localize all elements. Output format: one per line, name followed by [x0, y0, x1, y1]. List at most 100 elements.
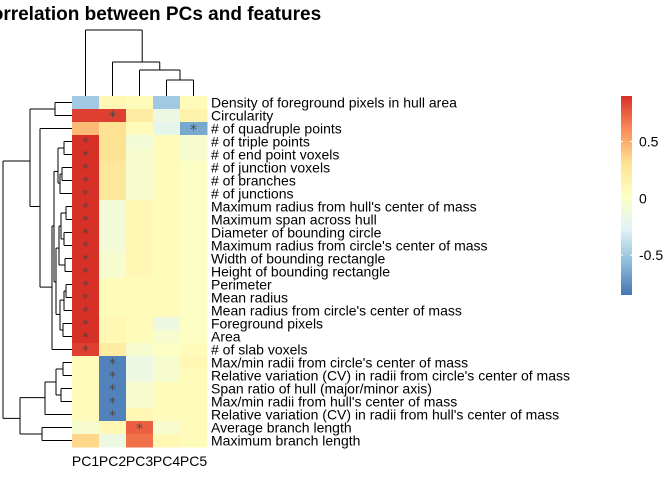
legend-color-bar — [621, 96, 632, 295]
row-label: Maximum radius from hull's center of mas… — [211, 199, 477, 215]
legend-tick-label: 0 — [639, 190, 647, 206]
heatmap-cell — [180, 382, 208, 396]
heatmap-cell — [126, 161, 154, 175]
heatmap-cell — [99, 109, 127, 123]
heatmap-cell — [126, 382, 154, 396]
column-label: PC5 — [180, 453, 207, 469]
heatmap-cell — [126, 187, 154, 201]
heatmap-cell — [180, 200, 208, 214]
row-label: Max/min radii from circle's center of ma… — [211, 355, 468, 371]
heatmap-cell — [99, 135, 127, 149]
significance-star: * — [190, 123, 197, 139]
heatmap-cell — [153, 96, 181, 110]
heatmap-cell — [126, 343, 154, 357]
heatmap-cell — [99, 330, 127, 344]
heatmap-cell — [180, 122, 208, 136]
heatmap-cell — [180, 265, 208, 279]
heatmap-cell — [153, 239, 181, 253]
significance-star: * — [82, 214, 89, 230]
heatmap-cell — [126, 96, 154, 110]
heatmap-cell — [99, 408, 127, 422]
heatmap-cell — [99, 421, 127, 435]
heatmap-cell — [180, 343, 208, 357]
heatmap-cell — [126, 330, 154, 344]
heatmap-cell — [180, 135, 208, 149]
row-label: Area — [211, 329, 241, 345]
heatmap-cell — [72, 291, 100, 305]
significance-markers: ************************* — [82, 110, 197, 438]
heatmap-cell — [126, 408, 154, 422]
heatmap-cell — [153, 109, 181, 123]
heatmap-cell — [153, 200, 181, 214]
heatmap-cell — [153, 148, 181, 162]
heatmap-cell — [126, 317, 154, 331]
heatmap-cell — [99, 252, 127, 266]
heatmap-cell — [72, 408, 100, 422]
significance-star: * — [82, 331, 89, 347]
significance-star: * — [109, 409, 116, 425]
heatmap-cell — [99, 200, 127, 214]
row-label: Foreground pixels — [211, 316, 323, 332]
heatmap-cell — [153, 187, 181, 201]
significance-star: * — [109, 396, 116, 412]
column-dendrogram — [85, 29, 194, 96]
row-label: Relative variation (CV) in radii from ci… — [211, 368, 570, 384]
heatmap-cell — [180, 226, 208, 240]
column-label: PC1 — [72, 453, 99, 469]
heatmap-cell — [99, 239, 127, 253]
significance-star: * — [82, 318, 89, 334]
heatmap-cell — [180, 278, 208, 292]
heatmap-cell — [153, 278, 181, 292]
heatmap-cell — [72, 330, 100, 344]
significance-star: * — [82, 240, 89, 256]
heatmap-cell — [72, 226, 100, 240]
heatmap-cell — [72, 395, 100, 409]
heatmap-cell — [72, 343, 100, 357]
row-labels: Density of foreground pixels in hull are… — [211, 95, 570, 449]
heatmap-cell — [99, 356, 127, 370]
heatmap-cell — [180, 252, 208, 266]
heatmap-cell — [180, 187, 208, 201]
significance-star: * — [82, 266, 89, 282]
heatmap-cell — [99, 213, 127, 227]
heatmap-cell — [180, 174, 208, 188]
heatmap-cell — [72, 252, 100, 266]
significance-star: * — [109, 110, 116, 126]
heatmap-cell — [180, 239, 208, 253]
heatmap-cell — [72, 148, 100, 162]
heatmap-cell — [180, 408, 208, 422]
significance-star: * — [82, 175, 89, 191]
heatmap-cell — [72, 382, 100, 396]
column-label: PC2 — [99, 453, 126, 469]
heatmap-cell — [99, 434, 127, 448]
heatmap-cell — [180, 96, 208, 110]
heatmap-cell — [153, 226, 181, 240]
heatmap-cell — [72, 369, 100, 383]
heatmap-cell — [180, 356, 208, 370]
heatmap-cell — [180, 330, 208, 344]
heatmap-cell — [99, 291, 127, 305]
heatmap-cell — [99, 174, 127, 188]
row-label: Diameter of bounding circle — [211, 225, 382, 241]
heatmap-cell — [153, 369, 181, 383]
heatmap-cell — [72, 265, 100, 279]
heatmap-cell — [180, 161, 208, 175]
significance-star: * — [109, 370, 116, 386]
significance-star: * — [136, 422, 143, 438]
column-labels: PC1 PC2 PC3 PC4 PC5 — [72, 453, 207, 469]
heatmap-cell — [99, 226, 127, 240]
heatmap-cell — [72, 96, 100, 110]
heatmap-cell — [126, 265, 154, 279]
significance-star: * — [82, 305, 89, 321]
row-label: Mean radius — [211, 290, 288, 306]
heatmap-cell — [153, 213, 181, 227]
significance-star: * — [82, 149, 89, 165]
heatmap-cell — [153, 174, 181, 188]
heatmap-cell — [153, 291, 181, 305]
heatmap-cell — [153, 408, 181, 422]
heatmap-cell — [72, 200, 100, 214]
heatmap-cell — [126, 122, 154, 136]
heatmap-cell — [180, 369, 208, 383]
heatmap-cell — [153, 434, 181, 448]
